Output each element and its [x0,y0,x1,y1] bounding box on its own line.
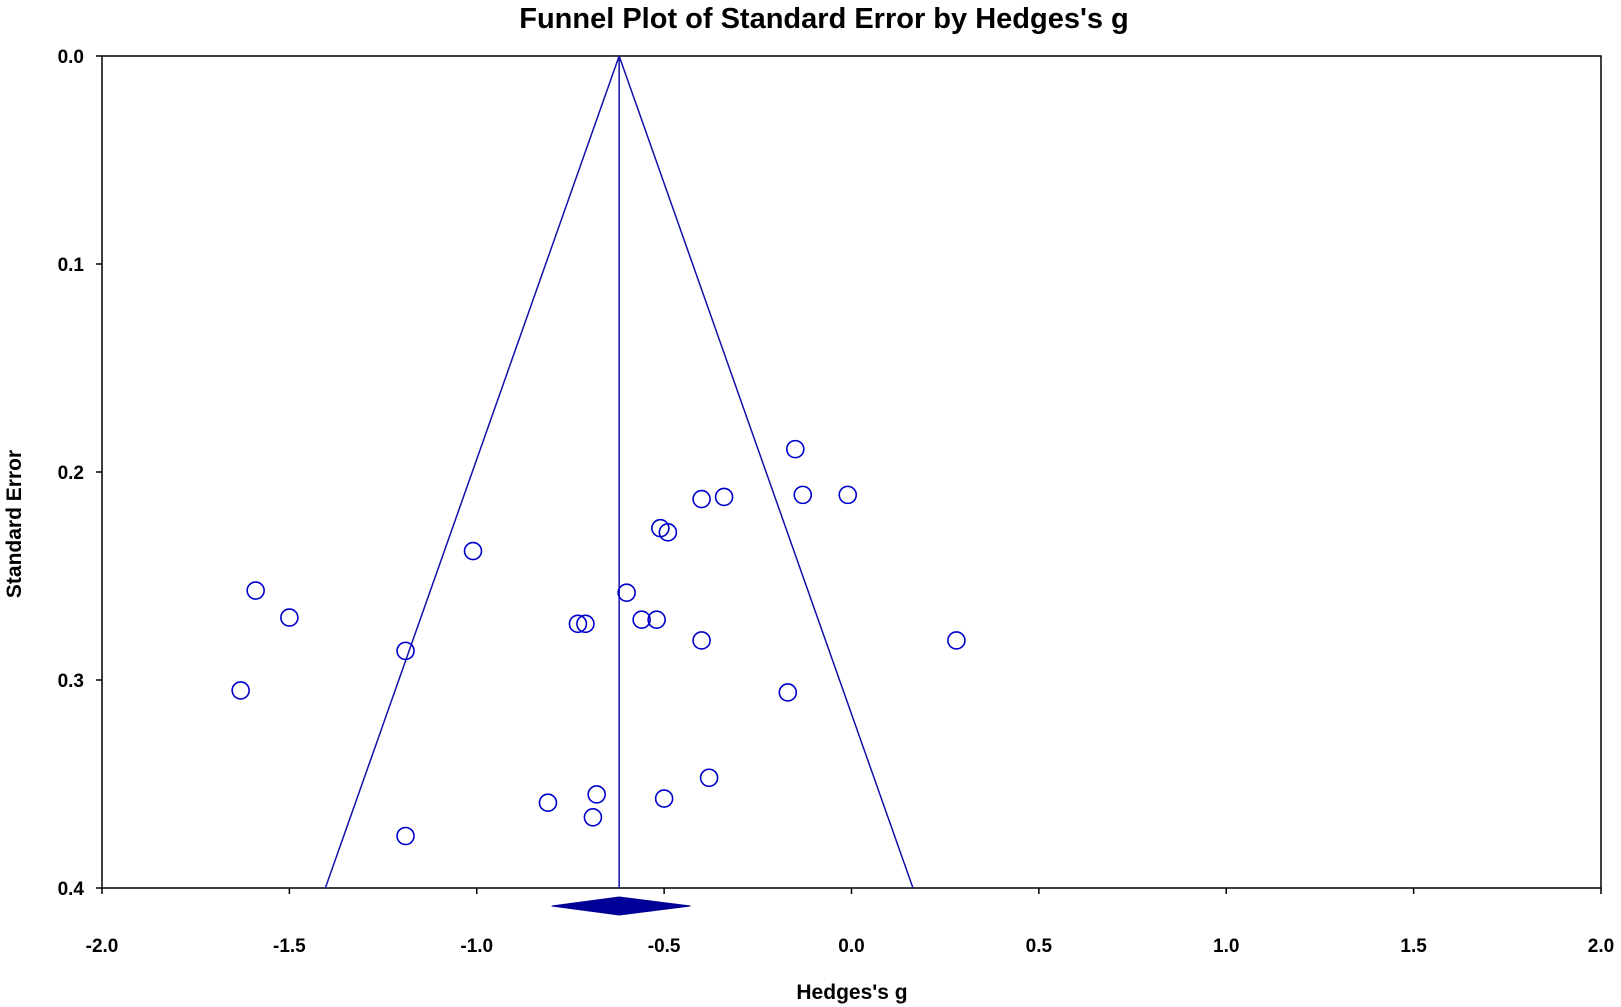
y-tick-label: 0.0 [58,47,84,68]
data-point [692,631,711,650]
data-point [692,489,711,509]
x-tick-label: -1.5 [273,936,306,957]
data-point [699,768,719,788]
data-point [785,439,805,459]
data-point [617,583,636,602]
data-point [947,631,966,650]
y-tick-label: 0.2 [58,463,84,484]
x-tick-label: -2.0 [86,936,119,957]
x-tick-label: -0.5 [648,936,681,957]
data-point [838,485,858,505]
funnel-layer [324,55,914,916]
chart-title: Funnel Plot of Standard Error by Hedges'… [519,3,1129,35]
y-tick-label: 0.3 [58,671,84,692]
data-point [396,826,415,846]
data-point [793,485,813,505]
pooled-estimate-diamond [551,896,691,916]
funnel-right-line [618,55,914,889]
x-axis-label: Hedges's g [796,981,907,1004]
x-tick-label: 0.5 [1026,936,1053,957]
x-tick-label: 2.0 [1588,936,1614,957]
funnel-left-line [324,55,620,889]
data-point [778,683,798,702]
data-point [647,610,666,629]
data-point [576,614,595,634]
plot-area-frame [101,55,1602,889]
data-point [583,807,603,827]
y-tick-label: 0.4 [58,879,85,900]
y-axis: 0.0 0.1 0.2 0.3 0.4 [58,47,102,900]
data-point [587,785,606,804]
y-axis-label: Standard Error [3,450,26,598]
data-point [246,581,265,600]
y-tick-label: 0.1 [58,255,85,276]
x-tick-label: 1.0 [1213,936,1239,957]
data-point [231,681,250,700]
x-tick-label: 1.5 [1400,936,1427,957]
x-tick-label: -1.0 [460,936,493,957]
x-tick-label: 0.0 [838,936,864,957]
data-point [280,608,299,627]
data-point [396,641,415,661]
data-point [568,614,588,634]
data-point [632,610,651,629]
data-point [538,793,558,813]
data-point [654,789,674,808]
x-axis: -2.0 -1.5 -1.0 -0.5 0.0 0.5 1.0 1.5 2.0 [86,888,1614,957]
data-point [714,487,734,507]
data-point [658,523,678,542]
data-point [463,541,483,561]
points-layer [231,439,966,846]
